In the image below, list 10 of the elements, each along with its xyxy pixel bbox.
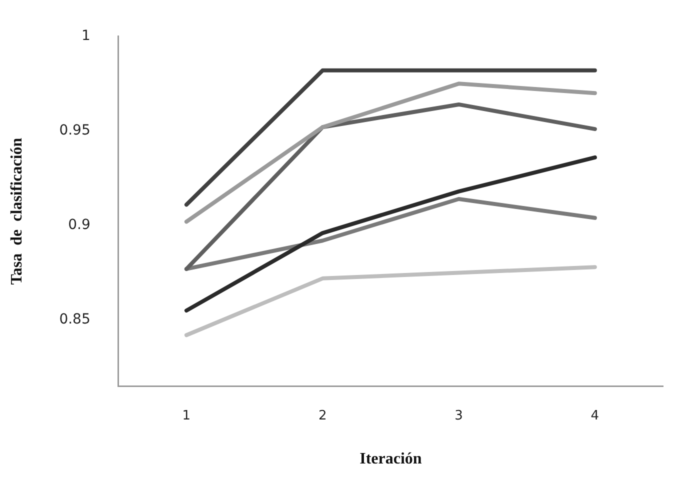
x-tick-label: 2 <box>318 408 327 424</box>
y-tick-label: 0.95 <box>59 122 90 139</box>
x-tick-label: 4 <box>590 408 600 424</box>
y-tick-label: 0.85 <box>59 312 90 328</box>
y-axis-title: Tasa de clasificación <box>8 138 26 285</box>
y-tick-label: 0.9 <box>68 217 90 234</box>
y-tick-label: 1 <box>81 28 90 44</box>
x-tick-label: 1 <box>182 408 191 424</box>
x-axis-title: Iteración <box>360 450 422 468</box>
x-tick-label: 3 <box>454 408 463 424</box>
